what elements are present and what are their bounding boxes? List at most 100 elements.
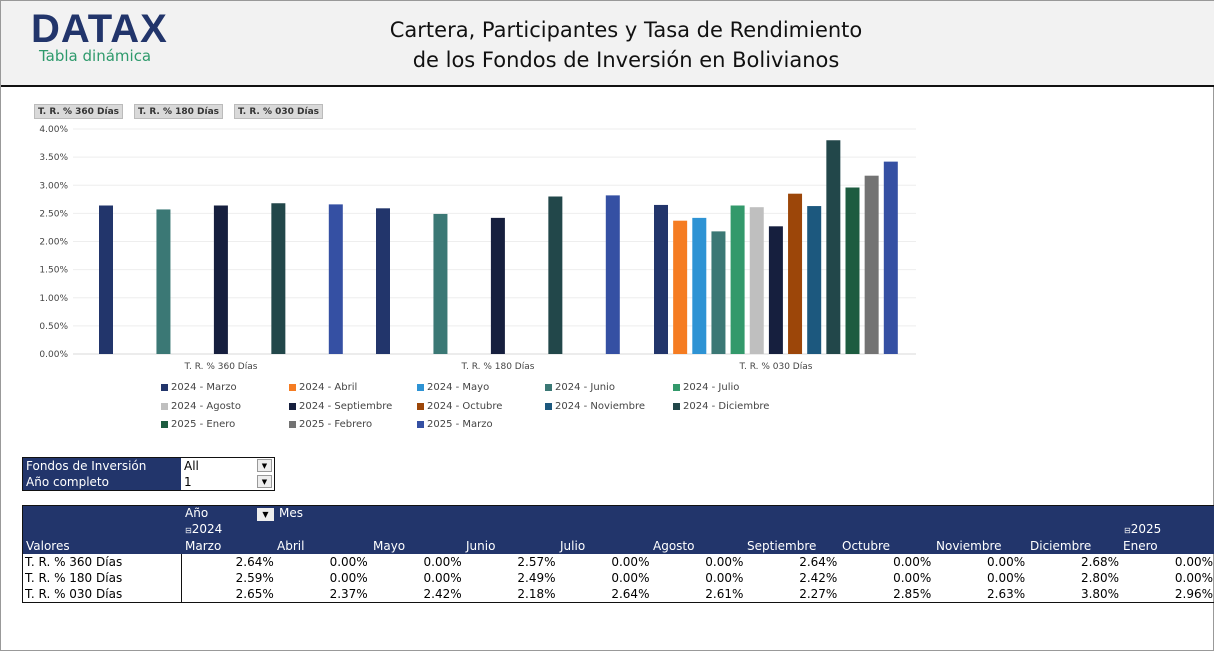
y-tick-label: 0.00% [39,350,68,360]
table-cell: 2.37% [329,587,368,601]
legend-swatch [161,384,168,391]
table-cell: 2.68% [1080,555,1120,569]
header: DATAX Tabla dinámica Cartera, Participan… [1,1,1214,87]
filter-fondos: Fondos de Inversión All ▼ [23,458,274,474]
filter-fondos-select[interactable]: All ▼ [181,458,274,474]
bar-2024-junio[interactable] [711,231,726,354]
table-cell: 0.00% [893,555,932,569]
bar-2024-junio[interactable] [433,213,448,354]
table-cell: 2.64% [235,555,274,569]
legend-label: 2025 - Enero [171,419,236,430]
table-cell: 0.00% [423,555,462,569]
filter-anio-select[interactable]: 1 ▼ [181,474,274,490]
pivot-table: Año ▼ Mes ⊟2024 ⊟2025 Valores Marzo Abril… [22,505,1214,603]
pivot-header: Año ▼ Mes ⊟2024 ⊟2025 Valores Marzo Abril… [23,506,1214,554]
bar-2025-febrero[interactable] [864,175,879,354]
bar-2024-octubre[interactable] [788,193,803,354]
table-cell: 0.00% [893,571,932,585]
legend-label: 2024 - Diciembre [683,401,770,412]
table-cell: 2.61% [705,587,744,601]
y-tick-label: 1.00% [39,294,68,304]
bar-2025-marzo[interactable] [328,204,343,354]
month-header: Marzo [185,539,222,553]
legend-item: 2024 - Mayo [417,382,489,393]
row-label: T. R. % 360 Días [23,554,182,570]
table-cell: 2.57% [517,555,556,569]
legend-item: 2024 - Agosto [161,401,241,412]
table-cell: 3.80% [1080,587,1120,601]
collapse-icon[interactable]: ⊟ [1124,526,1131,535]
row-label: T. R. % 030 Días [23,586,182,602]
table-cell: 2.64% [799,555,838,569]
legend-label: 2024 - Septiembre [299,401,393,412]
bar-2024-junio[interactable] [156,209,171,354]
column-filter-dropdown-icon[interactable]: ▼ [257,508,274,521]
legend-swatch [417,384,424,391]
bar-2024-diciembre[interactable] [271,203,286,354]
legend-label: 2024 - Agosto [171,401,241,412]
table-cell: 2.59% [235,571,274,585]
legend-item: 2024 - Julio [673,382,739,393]
month-header: Julio [560,539,586,553]
bar-2024-mayo[interactable] [692,217,707,354]
legend-label: 2024 - Abril [299,382,358,393]
bar-2024-agosto[interactable] [749,207,764,354]
table-cell: 0.00% [705,555,744,569]
table-cell: 2.49% [517,571,556,585]
month-header: Septiembre [747,539,817,553]
collapse-icon[interactable]: ⊟ [185,526,192,535]
legend-item: 2024 - Septiembre [289,401,392,412]
filter-label: Fondos de Inversión [23,458,181,474]
legend-swatch [673,403,680,410]
bar-2024-diciembre[interactable] [548,196,563,355]
field-button-180[interactable]: T. R. % 180 Días [134,104,224,119]
dropdown-arrow-icon[interactable]: ▼ [257,459,272,472]
legend-swatch [161,421,168,428]
bar-2024-septiembre[interactable] [490,217,505,354]
bar-2024-diciembre[interactable] [826,140,841,354]
row-label: T. R. % 180 Días [23,570,182,586]
month-header: Junio [466,539,496,553]
month-header: Abril [277,539,305,553]
legend-swatch [161,403,168,410]
table-cell: 0.00% [987,555,1026,569]
bar-2024-marzo[interactable] [99,205,113,355]
legend-label: 2024 - Marzo [171,382,237,393]
year-2025[interactable]: ⊟2025 [1124,522,1161,536]
table-cell: 0.00% [705,571,744,585]
x-category-label: T. R. % 030 Días [739,362,813,372]
legend-label: 2025 - Marzo [427,419,493,430]
table-row: T. R. % 030 Días 2.65% 2.37% 2.42% 2.18% 2.64… [23,586,1214,602]
filter-funnel-icon[interactable]: ▼ [257,475,272,488]
legend-swatch [545,403,552,410]
table-cell: 0.00% [329,571,368,585]
legend-item: 2025 - Marzo [417,419,493,430]
month-header: Noviembre [936,539,1002,553]
table-cell: 2.80% [1080,571,1120,585]
bar-2024-septiembre[interactable] [213,205,228,355]
table-cell: 2.96% [1174,587,1213,601]
x-category-label: T. R. % 360 Días [184,362,258,372]
legend-item: 2025 - Enero [161,419,235,430]
bar-2025-marzo[interactable] [605,195,620,354]
y-tick-label: 2.00% [39,238,68,248]
field-button-360[interactable]: T. R. % 360 Días [34,104,124,119]
field-button-030[interactable]: T. R. % 030 Días [234,104,324,119]
month-header: Diciembre [1030,539,1092,553]
year-2024[interactable]: ⊟2024 [185,522,222,536]
bar-2025-marzo[interactable] [883,161,898,354]
y-tick-label: 2.50% [39,209,68,219]
bar-2024-marzo[interactable] [376,208,390,354]
mes-label: Mes [279,506,303,520]
table-cell: 2.18% [517,587,556,601]
legend-swatch [289,421,296,428]
legend-label: 2024 - Mayo [427,382,490,393]
bar-2024-septiembre[interactable] [768,226,783,354]
bar-2025-enero[interactable] [845,187,860,355]
subtitle: Tabla dinámica [39,47,152,65]
bar-2024-noviembre[interactable] [807,206,822,354]
table-cell: 2.65% [235,587,274,601]
bar-2024-julio[interactable] [730,205,745,355]
bar-2024-abril[interactable] [673,220,688,354]
bar-2024-marzo[interactable] [654,204,668,354]
